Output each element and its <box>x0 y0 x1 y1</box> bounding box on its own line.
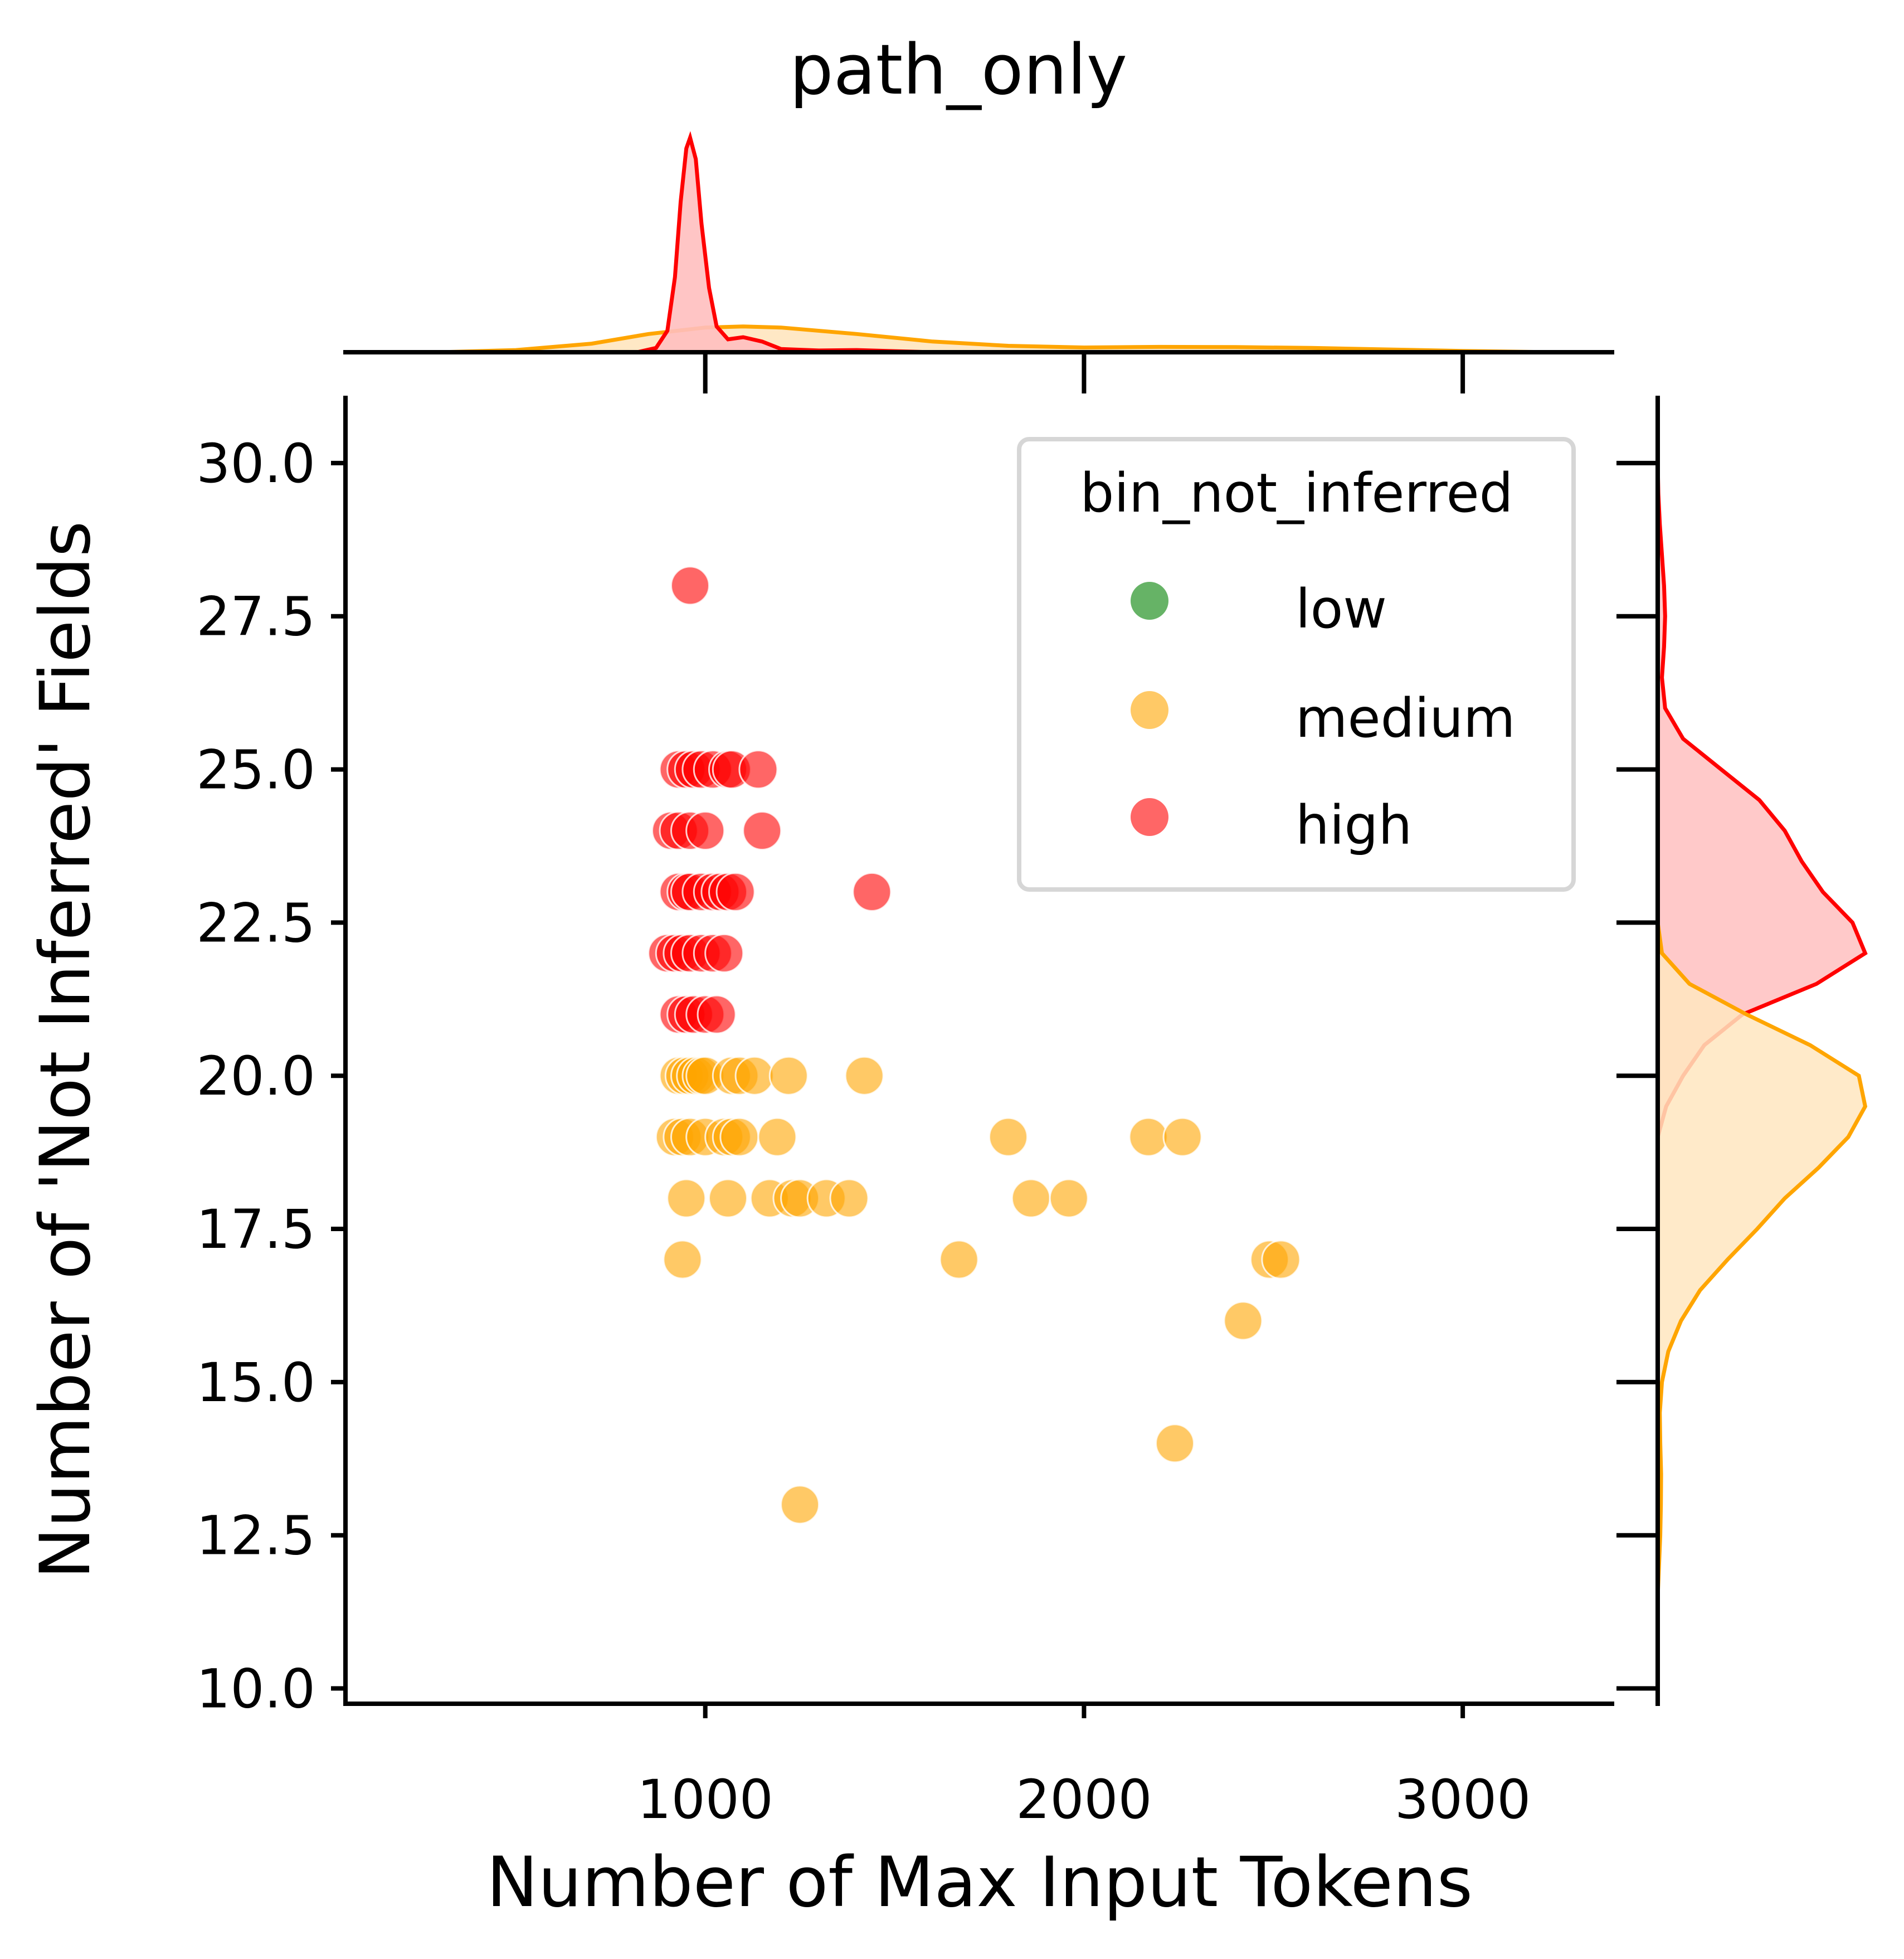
marginal-y-kde <box>1655 463 1868 1597</box>
marginal-x-curve-medium <box>440 324 1577 354</box>
marginal-y-fill-high <box>1658 463 1866 1138</box>
y-tick-label: 12.5 <box>196 1505 315 1567</box>
y-tick-label: 20.0 <box>196 1045 315 1107</box>
y-tick-label: 22.5 <box>196 892 315 954</box>
scatter-point-medium <box>708 1178 748 1218</box>
y-tick-label: 30.0 <box>196 432 315 495</box>
x-ticks: 1000 2000 3000 <box>637 352 1531 1831</box>
scatter-point-medium <box>1011 1178 1051 1218</box>
x-axis-label: Number of Max Input Tokens <box>486 1843 1473 1923</box>
marginal-y-curve-medium <box>1655 922 1868 1597</box>
scatter-point-high <box>697 994 737 1034</box>
scatter-point-medium <box>663 1239 703 1280</box>
scatter-point-high <box>852 872 892 912</box>
y-tick-label: 15.0 <box>196 1352 315 1414</box>
legend-frame <box>1017 437 1576 892</box>
y-axis-label: Number of 'Not Inferred' Fields <box>26 521 106 1579</box>
scatter-point-medium <box>1162 1117 1202 1157</box>
scatter-point-medium <box>666 1178 707 1218</box>
legend-label-medium: medium <box>1296 687 1516 750</box>
x-tick-label: 3000 <box>1395 1768 1531 1831</box>
scatter-point-high <box>670 566 710 606</box>
legend-label-low: low <box>1296 578 1387 640</box>
scatter-point-medium <box>734 1056 775 1096</box>
y-tick-label: 17.5 <box>196 1198 315 1261</box>
legend: bin_not_inferred low medium high <box>1017 437 1576 892</box>
legend-marker-low <box>1131 582 1168 620</box>
scatter-point-medium <box>844 1056 884 1096</box>
scatter-point-medium <box>829 1178 869 1218</box>
scatter-point-medium <box>768 1056 809 1096</box>
scatter-point-medium <box>719 1117 759 1157</box>
scatter-point-medium <box>1049 1178 1089 1218</box>
x-tick-label: 1000 <box>637 1768 773 1831</box>
scatter-point-medium <box>1261 1239 1301 1280</box>
legend-marker-medium <box>1131 691 1168 729</box>
scatter-point-high <box>685 811 725 850</box>
legend-label-high: high <box>1296 794 1412 857</box>
marginal-x-kde <box>440 131 1577 354</box>
y-tick-label: 27.5 <box>196 586 315 648</box>
y-ticks: 10.0 12.5 15.0 17.5 20.0 22.5 25.0 27.5 30.0 <box>196 432 1658 1720</box>
scatter-point-medium <box>757 1117 797 1157</box>
scatter-point-medium <box>1155 1423 1195 1464</box>
scatter-points <box>647 566 1301 1525</box>
y-tick-label: 25.0 <box>196 739 315 801</box>
x-tick-label: 2000 <box>1016 1768 1152 1831</box>
chart-title: path_only <box>790 30 1127 110</box>
scatter-point-medium <box>1223 1301 1263 1341</box>
marginal-y-fill-medium <box>1658 922 1866 1597</box>
scatter-point-high <box>742 811 782 850</box>
scatter-point-medium <box>1128 1117 1168 1157</box>
scatter-point-medium <box>939 1239 979 1280</box>
scatter-point-medium <box>988 1117 1028 1157</box>
legend-title: bin_not_inferred <box>1080 462 1513 524</box>
y-tick-label: 10.0 <box>196 1658 315 1720</box>
scatter-point-high <box>715 872 756 912</box>
scatter-point-medium <box>780 1485 820 1525</box>
scatter-point-high <box>704 933 744 973</box>
legend-marker-high <box>1131 798 1168 836</box>
marginal-x-fill-high <box>637 138 933 352</box>
scatter-point-high <box>738 750 778 790</box>
